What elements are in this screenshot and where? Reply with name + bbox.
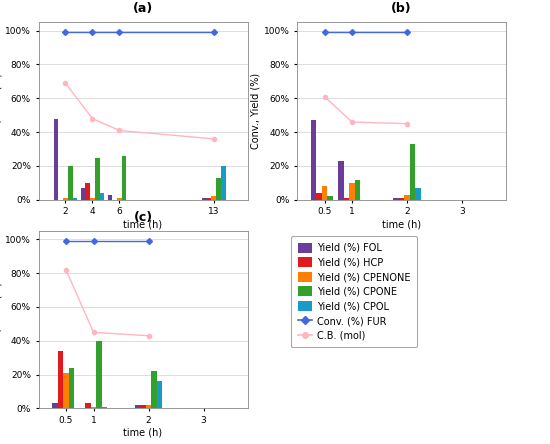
X-axis label: time (h): time (h) xyxy=(382,219,421,229)
Bar xyxy=(102,407,107,408)
Bar xyxy=(202,198,207,200)
Bar xyxy=(68,166,73,200)
Bar xyxy=(81,188,85,200)
Bar xyxy=(58,351,63,408)
Bar xyxy=(338,161,344,200)
Bar xyxy=(63,198,68,200)
Bar xyxy=(327,196,333,200)
Bar xyxy=(108,195,112,200)
Bar xyxy=(207,198,211,200)
Bar xyxy=(399,198,404,200)
Bar xyxy=(393,198,399,200)
Bar xyxy=(151,371,157,408)
Bar xyxy=(96,341,102,408)
Bar xyxy=(404,195,410,200)
Bar xyxy=(95,158,100,200)
Bar xyxy=(146,405,151,408)
Bar xyxy=(349,183,355,200)
Bar xyxy=(316,193,322,200)
Bar xyxy=(344,198,349,200)
Legend: Yield (%) FOL, Yield (%) HCP, Yield (%) CPENONE, Yield (%) CPONE, Yield (%) CPOL: Yield (%) FOL, Yield (%) HCP, Yield (%) … xyxy=(291,236,417,348)
Y-axis label: Conv., Yield (%): Conv., Yield (%) xyxy=(0,281,2,358)
Bar xyxy=(90,198,95,200)
Y-axis label: Conv., Yield (%): Conv., Yield (%) xyxy=(0,73,2,149)
X-axis label: time (h): time (h) xyxy=(123,428,163,438)
Bar xyxy=(117,198,122,200)
Bar xyxy=(410,144,415,200)
Bar xyxy=(311,120,316,200)
Bar xyxy=(122,156,126,200)
Bar xyxy=(140,405,146,408)
Bar xyxy=(52,404,58,408)
Bar xyxy=(69,368,74,408)
Bar xyxy=(85,404,91,408)
Bar xyxy=(54,119,58,200)
Bar xyxy=(135,405,140,408)
Bar xyxy=(216,178,221,200)
Bar xyxy=(322,186,327,200)
Y-axis label: Conv., Yield (%): Conv., Yield (%) xyxy=(251,73,261,149)
Text: (a): (a) xyxy=(133,2,153,15)
Bar xyxy=(91,407,96,408)
Bar xyxy=(85,183,90,200)
Bar xyxy=(100,193,104,200)
Bar xyxy=(157,381,162,408)
X-axis label: time (h): time (h) xyxy=(123,219,163,229)
Bar xyxy=(73,198,77,200)
Bar xyxy=(211,196,216,200)
Bar xyxy=(355,179,360,200)
Bar xyxy=(63,373,69,408)
Text: (c): (c) xyxy=(134,211,152,224)
Bar xyxy=(221,166,226,200)
Text: (b): (b) xyxy=(391,2,412,15)
Bar xyxy=(415,188,421,200)
